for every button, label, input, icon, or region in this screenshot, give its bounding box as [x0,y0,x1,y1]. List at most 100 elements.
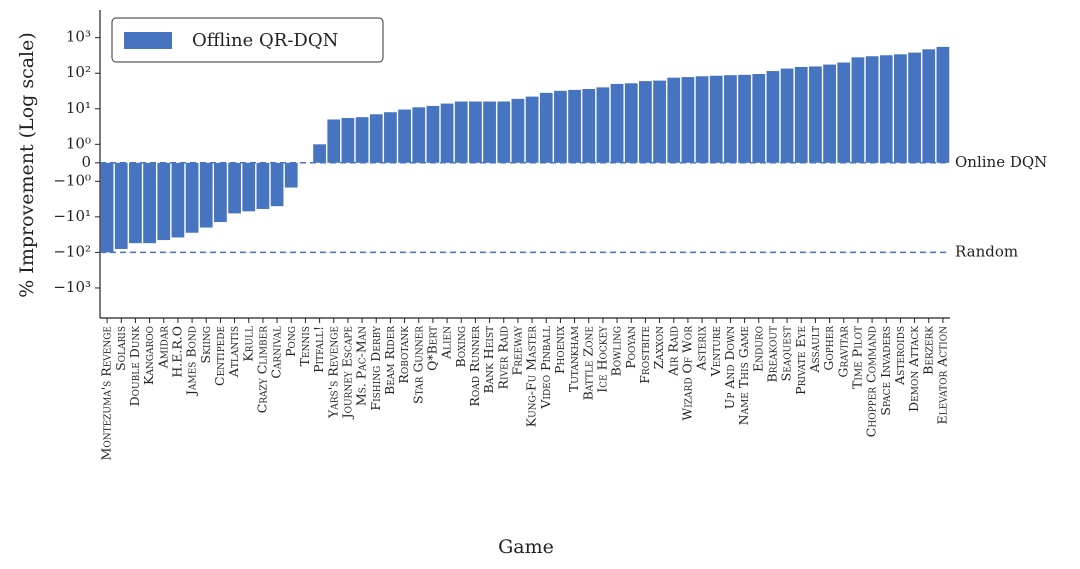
x-tick-label: Skiing [198,326,213,363]
x-tick-label: Frostbite [637,326,652,384]
y-tick-label: −10¹ [53,207,91,225]
x-tick-label: Air Raid [665,326,680,377]
x-tick-label: Robotank [396,326,411,384]
bar [426,105,440,163]
legend-label: Offline QR-DQN [192,30,338,51]
x-tick-label: Chopper Command [864,326,879,437]
bar [228,162,241,214]
x-tick-label: Asteroids [892,326,907,386]
x-tick-label: Gopher [821,326,836,371]
bar [341,118,355,163]
x-tick-label: Time Pilot [849,326,864,389]
bar [511,98,525,163]
y-tick-label: 10¹ [66,99,91,117]
bar [554,90,567,163]
x-tick-label: Breakout [764,326,779,382]
bar [837,62,851,163]
bar [454,101,468,163]
y-tick-label: 0 [81,153,91,171]
bar [539,92,553,163]
bar [582,88,596,163]
x-tick-label: Journey Escape [339,326,354,420]
x-tick-label: Assault [807,326,822,374]
bar [823,64,836,163]
reference-label: Random [955,242,1018,260]
x-tick-label: Seaquest [779,326,794,381]
x-tick-label: Bank Heist [481,326,496,393]
x-tick-label: Space Invaders [878,326,893,416]
x-tick-label: Ice Hockey [594,325,609,393]
bar [270,162,284,207]
x-tick-label: Pitfall! [311,326,326,373]
x-tick-label: Kung-Fu Master [524,326,539,427]
x-tick-label: Video Pinball [538,326,553,410]
x-tick-label: Demon Attack [906,326,921,412]
x-tick-label: Fishing Derby [368,325,383,411]
x-tick-label: Alien [439,326,454,360]
bar [639,81,652,163]
bar [738,74,751,163]
x-tick-label: Phoenix [552,325,567,374]
bar [284,162,298,188]
bar [908,52,921,163]
bar [313,144,326,163]
bar [143,162,156,244]
x-tick-label: Freeway [509,325,524,376]
x-tick-label: Yars's Revenge [325,326,340,419]
x-tick-label: Pong [283,326,298,357]
y-tick-label: −10² [53,242,91,260]
x-tick-label: Elevator Action [934,326,949,425]
x-tick-label: H.E.R.O [169,326,184,378]
bar [129,162,142,244]
x-tick-label: Private Eye [793,326,808,395]
bar [256,162,270,209]
bar [469,101,482,163]
x-tick-label: Venture [708,326,723,377]
x-tick-label: Amidar [155,326,170,370]
x-tick-label: Atlantis [226,326,241,378]
x-tick-label: Enduro [750,326,765,372]
bar [894,54,907,163]
x-tick-label: Beam Rider [382,326,397,395]
x-tick-label: Centipede [212,326,227,386]
x-tick-label: Tennis [297,326,312,366]
bar [865,56,879,163]
bar [596,87,610,163]
bar [114,162,128,249]
x-tick-label: Zaxxon [651,326,666,369]
x-tick-label: River Raid [495,326,510,389]
x-tick-label: Star Gunner [410,326,425,404]
bar [653,80,666,163]
bar [100,162,114,253]
bar [412,107,426,163]
bar [483,101,496,163]
x-tick-label: Montezuma's Revenge [99,326,114,460]
bar [681,77,695,163]
x-tick-label: Tutankham [566,326,581,392]
y-tick-label: −10³ [53,278,91,296]
x-tick-label: Solaris [113,326,128,371]
bar [398,109,411,163]
legend-box [111,17,384,63]
x-tick-label: Carnival [269,326,284,379]
x-tick-label: Wizard Of Wor [679,326,694,421]
bar [780,68,794,163]
x-tick-label: Bowling [609,326,624,376]
x-tick-label: Q*Bert [424,326,439,371]
y-tick-label: 10³ [66,28,91,46]
x-tick-label: Kangaroo [141,326,156,385]
bar [525,96,539,163]
bar [879,55,893,163]
bar [851,57,865,163]
x-tick-label: Crazy Climber [254,326,269,414]
bar [157,162,171,241]
x-tick-label: Name This Game [736,326,751,425]
bar [355,117,369,163]
bar [214,162,227,223]
x-tick-label: Double Dunk [127,326,142,407]
reference-label: Online DQN [955,153,1047,171]
x-tick-label: Battle Zone [580,326,595,400]
y-axis-label: % Improvement (Log scale) [16,32,38,298]
bar [199,162,213,228]
